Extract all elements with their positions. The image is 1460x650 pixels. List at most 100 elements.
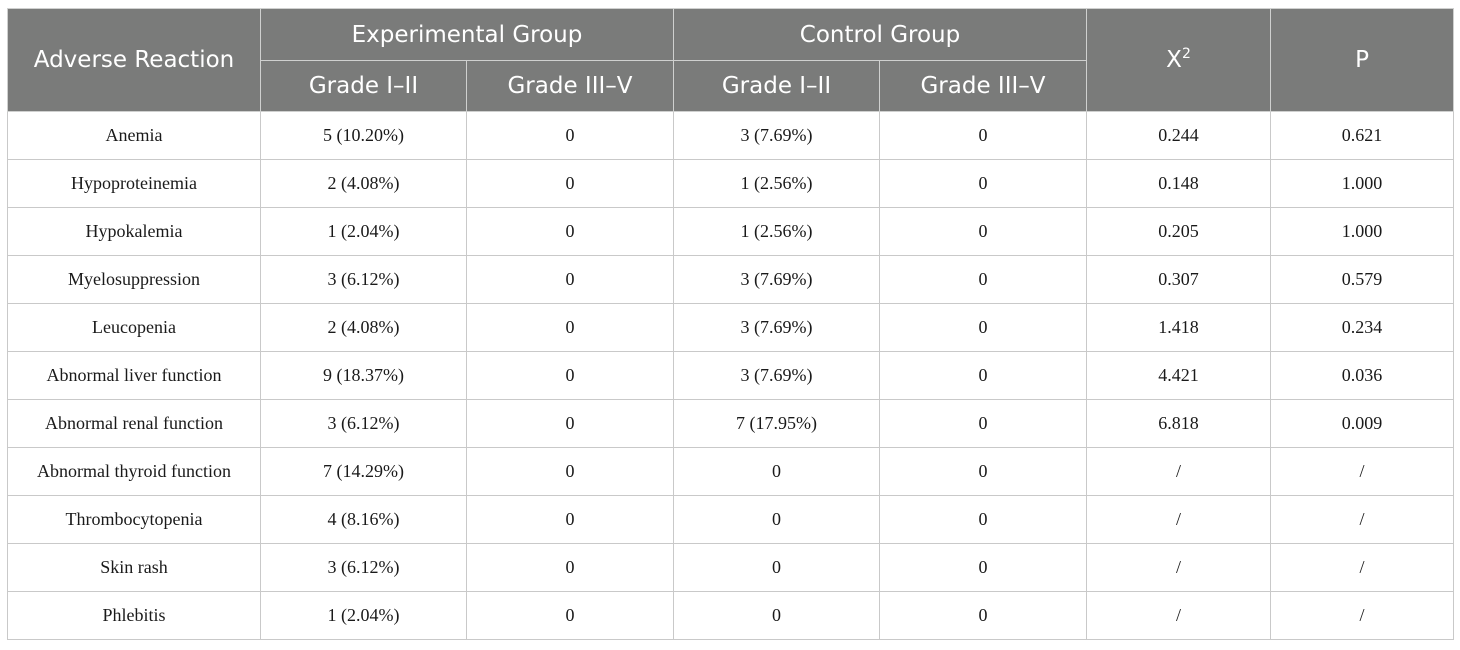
- header-chi-square-base: X: [1166, 47, 1182, 73]
- header-adverse-reaction: Adverse Reaction: [7, 8, 261, 112]
- cell-ctrl-grade-high: 0: [878, 303, 1088, 352]
- cell-ctrl-grade-low: 3 (7.69%): [673, 303, 880, 352]
- cell-exp-grade-high: 0: [466, 255, 674, 304]
- cell-chi-square: /: [1086, 447, 1272, 496]
- cell-exp-grade-low: 2 (4.08%): [260, 159, 467, 208]
- header-experimental-group: Experimental Group: [260, 8, 674, 61]
- table-row: Myelosuppression 3 (6.12%) 0 3 (7.69%) 0 0.30…: [7, 255, 1455, 304]
- table-row: Abnormal renal function 3 (6.12%) 0 7 (17.9…: [7, 399, 1455, 448]
- cell-p-value: 0.009: [1270, 399, 1455, 448]
- cell-exp-grade-low: 1 (2.04%): [260, 591, 467, 640]
- header-row-sub: Grade I–II Grade III–V Grade I–II Grade …: [8, 60, 1454, 112]
- cell-ctrl-grade-high: 0: [878, 159, 1088, 208]
- cell-adverse-reaction: Phlebitis: [7, 591, 261, 640]
- cell-adverse-reaction: Thrombocytopenia: [7, 495, 261, 544]
- table-row: Thrombocytopenia 4 (8.16%) 0 0 0//: [7, 495, 1455, 544]
- cell-p-value: /: [1270, 543, 1455, 592]
- table-row: Anemia 5 (10.20%) 0 3 (7.69%) 0 0.244 0.621: [7, 111, 1455, 160]
- cell-exp-grade-high: 0: [466, 159, 674, 208]
- table-row: Phlebitis 1 (2.04%) 0 0 0//: [7, 591, 1455, 640]
- cell-exp-grade-low: 1 (2.04%): [260, 207, 467, 256]
- cell-p-value: 0.234: [1270, 303, 1455, 352]
- cell-exp-grade-low: 3 (6.12%): [260, 543, 467, 592]
- cell-chi-square: 6.818: [1086, 399, 1272, 448]
- cell-chi-square: 0.244: [1086, 111, 1272, 160]
- cell-ctrl-grade-low: 7 (17.95%): [673, 399, 880, 448]
- cell-adverse-reaction: Hypoproteinemia: [7, 159, 261, 208]
- cell-ctrl-grade-high: 0: [878, 399, 1088, 448]
- cell-ctrl-grade-low: 3 (7.69%): [673, 255, 880, 304]
- cell-p-value: /: [1270, 495, 1455, 544]
- table-body: Anemia 5 (10.20%) 0 3 (7.69%) 0 0.244 0.621 Hyp…: [7, 111, 1455, 640]
- cell-adverse-reaction: Anemia: [7, 111, 261, 160]
- cell-adverse-reaction: Abnormal liver function: [7, 351, 261, 400]
- cell-ctrl-grade-high: 0: [878, 255, 1088, 304]
- cell-exp-grade-low: 5 (10.20%): [260, 111, 467, 160]
- cell-ctrl-grade-high: 0: [878, 351, 1088, 400]
- header-control-group: Control Group: [672, 8, 1088, 61]
- cell-ctrl-grade-low: 0: [673, 543, 880, 592]
- cell-exp-grade-high: 0: [466, 303, 674, 352]
- cell-chi-square: 0.205: [1086, 207, 1272, 256]
- cell-ctrl-grade-low: 3 (7.69%): [673, 351, 880, 400]
- cell-exp-grade-low: 2 (4.08%): [260, 303, 467, 352]
- cell-chi-square: /: [1086, 495, 1272, 544]
- cell-exp-grade-high: 0: [466, 207, 674, 256]
- header-exp-grade-high: Grade III–V: [466, 60, 674, 112]
- adverse-reaction-table-container: Adverse Reaction Experimental Group Cont…: [7, 8, 1455, 640]
- cell-exp-grade-high: 0: [466, 447, 674, 496]
- cell-exp-grade-low: 3 (6.12%): [260, 399, 467, 448]
- cell-ctrl-grade-low: 3 (7.69%): [673, 111, 880, 160]
- cell-exp-grade-low: 9 (18.37%): [260, 351, 467, 400]
- cell-ctrl-grade-high: 0: [878, 111, 1088, 160]
- cell-chi-square: 4.421: [1086, 351, 1272, 400]
- header-ctrl-grade-low: Grade I–II: [673, 60, 880, 112]
- cell-exp-grade-high: 0: [466, 399, 674, 448]
- cell-exp-grade-low: 3 (6.12%): [260, 255, 467, 304]
- table-row: Hypokalemia 1 (2.04%) 0 1 (2.56%) 0 0.205 1.00…: [7, 207, 1455, 256]
- cell-ctrl-grade-low: 1 (2.56%): [673, 159, 880, 208]
- cell-p-value: 0.036: [1270, 351, 1455, 400]
- cell-p-value: 0.579: [1270, 255, 1455, 304]
- table-row: Leucopenia 2 (4.08%) 0 3 (7.69%) 0 1.418 0.234: [7, 303, 1455, 352]
- cell-exp-grade-high: 0: [466, 591, 674, 640]
- cell-chi-square: 0.148: [1086, 159, 1272, 208]
- table-row: Hypoproteinemia 2 (4.08%) 0 1 (2.56%) 0 0.148…: [7, 159, 1455, 208]
- cell-exp-grade-low: 7 (14.29%): [260, 447, 467, 496]
- cell-adverse-reaction: Skin rash: [7, 543, 261, 592]
- cell-p-value: 0.621: [1270, 111, 1455, 160]
- adverse-reaction-table: Adverse Reaction Experimental Group Cont…: [7, 8, 1455, 640]
- cell-exp-grade-high: 0: [466, 543, 674, 592]
- cell-ctrl-grade-high: 0: [878, 543, 1088, 592]
- cell-ctrl-grade-high: 0: [878, 591, 1088, 640]
- header-exp-grade-low: Grade I–II: [260, 60, 467, 112]
- cell-ctrl-grade-high: 0: [878, 447, 1088, 496]
- cell-p-value: /: [1270, 447, 1455, 496]
- cell-chi-square: 1.418: [1086, 303, 1272, 352]
- cell-ctrl-grade-high: 0: [878, 207, 1088, 256]
- cell-adverse-reaction: Abnormal thyroid function: [7, 447, 261, 496]
- cell-adverse-reaction: Hypokalemia: [7, 207, 261, 256]
- header-ctrl-grade-high: Grade III–V: [878, 60, 1088, 112]
- table-row: Abnormal liver function 9 (18.37%) 0 3 (7.6…: [7, 351, 1455, 400]
- table-row: Abnormal thyroid function 7 (14.29%) 0 0 0//: [7, 447, 1455, 496]
- cell-p-value: /: [1270, 591, 1455, 640]
- cell-chi-square: /: [1086, 591, 1272, 640]
- table-row: Skin rash 3 (6.12%) 0 0 0//: [7, 543, 1455, 592]
- cell-chi-square: /: [1086, 543, 1272, 592]
- cell-adverse-reaction: Myelosuppression: [7, 255, 261, 304]
- header-p-value: P: [1270, 8, 1455, 112]
- cell-exp-grade-high: 0: [466, 495, 674, 544]
- header-chi-square-sup: 2: [1181, 46, 1191, 62]
- header-row-top: Adverse Reaction Experimental Group Cont…: [7, 8, 1455, 112]
- cell-ctrl-grade-low: 0: [673, 495, 880, 544]
- header-chi-square: X2: [1086, 8, 1272, 112]
- cell-p-value: 1.000: [1270, 159, 1455, 208]
- cell-ctrl-grade-high: 0: [878, 495, 1088, 544]
- cell-chi-square: 0.307: [1086, 255, 1272, 304]
- cell-adverse-reaction: Abnormal renal function: [7, 399, 261, 448]
- cell-ctrl-grade-low: 1 (2.56%): [673, 207, 880, 256]
- cell-ctrl-grade-low: 0: [673, 591, 880, 640]
- cell-exp-grade-low: 4 (8.16%): [260, 495, 467, 544]
- cell-ctrl-grade-low: 0: [673, 447, 880, 496]
